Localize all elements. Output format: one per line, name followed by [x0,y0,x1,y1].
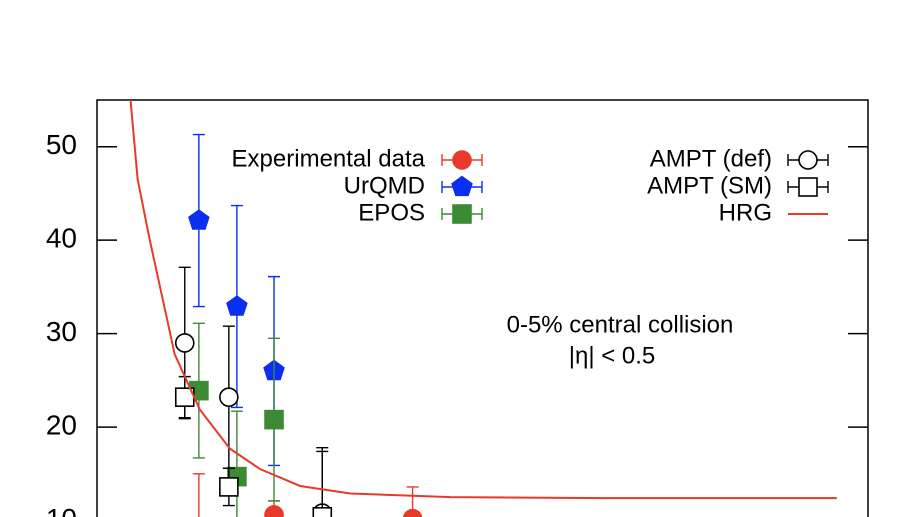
marker [219,387,239,407]
legend-label: UrQMD [344,172,425,199]
marker [798,150,818,170]
marker [226,295,248,316]
legend-label: HRG [719,199,772,226]
error-bar [230,410,243,517]
annotation: 0-5% central collision [507,311,734,338]
marker [451,175,473,197]
plot-area [129,100,837,517]
y-tick-label: 50 [46,129,77,160]
y-tick-label: 40 [46,223,77,254]
error-bar [192,473,205,517]
marker [174,333,195,353]
marker [219,477,239,497]
marker [452,204,472,224]
legend-label: EPOS [358,199,425,226]
legend-label: AMPT (def) [650,145,772,172]
plot-frame [96,99,869,517]
y-tick-label: 10 [46,503,77,517]
marker [402,508,423,517]
line [129,100,837,500]
annotation: |η| < 0.5 [569,342,656,369]
marker [452,150,472,170]
marker [264,505,284,517]
marker [798,177,818,197]
error-bar [406,486,419,517]
legend-label: Experimental data [232,145,426,172]
y-tick-label: 20 [46,409,77,440]
marker [188,209,210,230]
y-tick-label: 30 [46,316,77,347]
marker [264,409,284,430]
marker [312,507,333,517]
legend-label: AMPT (SM) [647,172,772,199]
